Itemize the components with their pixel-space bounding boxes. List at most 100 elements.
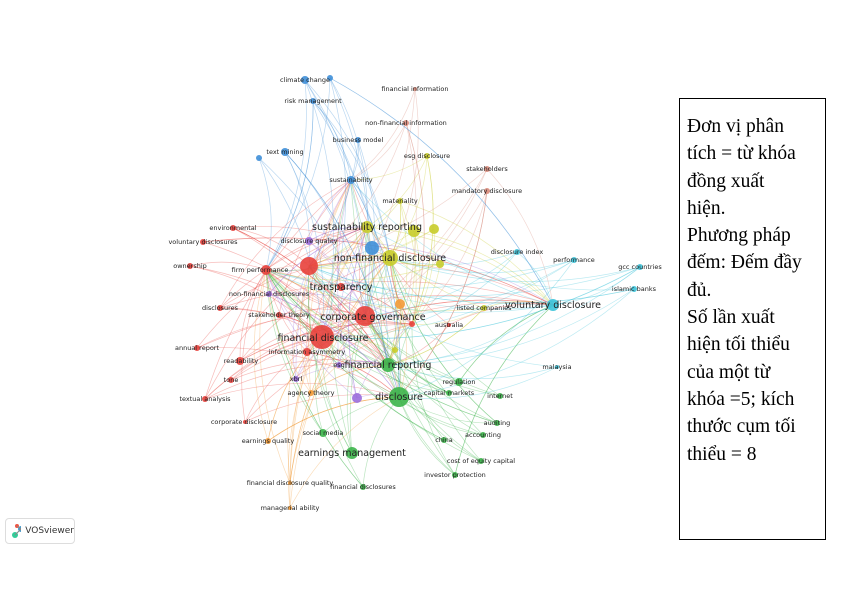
node bbox=[236, 357, 244, 365]
edge bbox=[411, 155, 434, 325]
edge bbox=[284, 151, 389, 366]
node bbox=[424, 153, 430, 159]
edge bbox=[230, 359, 389, 381]
edge bbox=[366, 226, 445, 441]
edge bbox=[350, 122, 407, 181]
edge bbox=[265, 247, 373, 272]
edge bbox=[265, 269, 389, 366]
text-line: khóa =5; kích bbox=[687, 388, 795, 410]
edge bbox=[258, 157, 272, 271]
node bbox=[276, 312, 282, 318]
edge bbox=[287, 336, 323, 509]
edge bbox=[366, 226, 485, 309]
node bbox=[310, 98, 316, 104]
edge bbox=[196, 226, 368, 349]
edge bbox=[340, 286, 413, 325]
edge bbox=[387, 364, 482, 462]
node-label: transparency bbox=[310, 282, 373, 293]
edge bbox=[321, 299, 554, 338]
edge bbox=[387, 304, 554, 366]
text-line: hiện. bbox=[687, 197, 726, 219]
node bbox=[261, 265, 271, 275]
edge bbox=[389, 257, 482, 462]
node bbox=[319, 429, 327, 437]
node bbox=[429, 224, 439, 234]
edge bbox=[329, 77, 368, 228]
edge bbox=[321, 259, 575, 338]
node-label: tone bbox=[224, 376, 239, 384]
edge bbox=[267, 336, 323, 442]
edge bbox=[265, 269, 364, 488]
node bbox=[497, 393, 503, 399]
edge bbox=[265, 266, 641, 297]
node-label: malaysia bbox=[542, 363, 571, 371]
node bbox=[288, 481, 292, 485]
node bbox=[266, 291, 272, 297]
edge bbox=[346, 315, 366, 454]
edge bbox=[398, 396, 498, 424]
edge bbox=[265, 269, 485, 312]
edge bbox=[308, 200, 401, 267]
node-label: earnings management bbox=[298, 448, 406, 459]
node-label: non-financial information bbox=[365, 119, 447, 127]
node bbox=[413, 87, 417, 91]
edge bbox=[337, 179, 358, 399]
edge bbox=[307, 265, 353, 454]
edge bbox=[350, 179, 554, 306]
node-label: earnings quality bbox=[242, 437, 295, 445]
edge bbox=[458, 304, 554, 383]
edge bbox=[239, 257, 391, 362]
edge bbox=[364, 315, 498, 424]
node-label: text mining bbox=[266, 148, 303, 156]
node-label: risk management bbox=[284, 97, 342, 105]
edge bbox=[289, 315, 366, 484]
edge bbox=[389, 251, 518, 266]
node-label: readability bbox=[224, 357, 259, 365]
node-label: disclosure quality bbox=[280, 237, 337, 245]
edge bbox=[350, 88, 416, 181]
text-line: Đơn vị phân bbox=[687, 116, 784, 137]
node bbox=[571, 257, 577, 263]
node-label: gcc countries bbox=[618, 263, 662, 271]
edge bbox=[259, 269, 291, 484]
edge bbox=[306, 351, 400, 398]
edge bbox=[321, 266, 641, 339]
edge bbox=[219, 226, 368, 309]
node-label: capital markets bbox=[424, 389, 475, 397]
edge bbox=[287, 179, 352, 484]
edge bbox=[265, 269, 366, 317]
node bbox=[381, 358, 395, 372]
logo-text: VOSviewer bbox=[25, 526, 74, 536]
edge bbox=[321, 336, 450, 394]
edge bbox=[204, 179, 352, 400]
edge bbox=[348, 226, 368, 399]
edge bbox=[389, 257, 554, 306]
text-line: đủ. bbox=[687, 279, 712, 301]
edge bbox=[265, 269, 366, 317]
node-label: managerial ability bbox=[261, 504, 320, 512]
edge bbox=[202, 237, 554, 306]
edge bbox=[483, 300, 554, 309]
edge bbox=[349, 257, 391, 454]
edge bbox=[244, 394, 400, 423]
node-label: agency theory bbox=[288, 389, 335, 397]
node-label: disclosure index bbox=[491, 248, 544, 256]
edge bbox=[321, 266, 641, 339]
edge bbox=[389, 257, 498, 424]
vosviewer-logo[interactable]: VOSviewer bbox=[5, 518, 75, 544]
node bbox=[547, 299, 559, 311]
edge bbox=[265, 269, 498, 424]
edge bbox=[292, 265, 310, 380]
node bbox=[631, 286, 637, 292]
node-label: financial disclosure quality bbox=[247, 479, 334, 487]
edge bbox=[289, 396, 400, 509]
node bbox=[300, 257, 318, 275]
edge bbox=[329, 77, 370, 317]
node bbox=[347, 176, 355, 184]
edge bbox=[364, 259, 575, 317]
edge bbox=[265, 168, 488, 271]
edge bbox=[189, 261, 267, 271]
edge bbox=[312, 100, 352, 181]
edge bbox=[411, 228, 435, 325]
edge bbox=[330, 179, 353, 454]
